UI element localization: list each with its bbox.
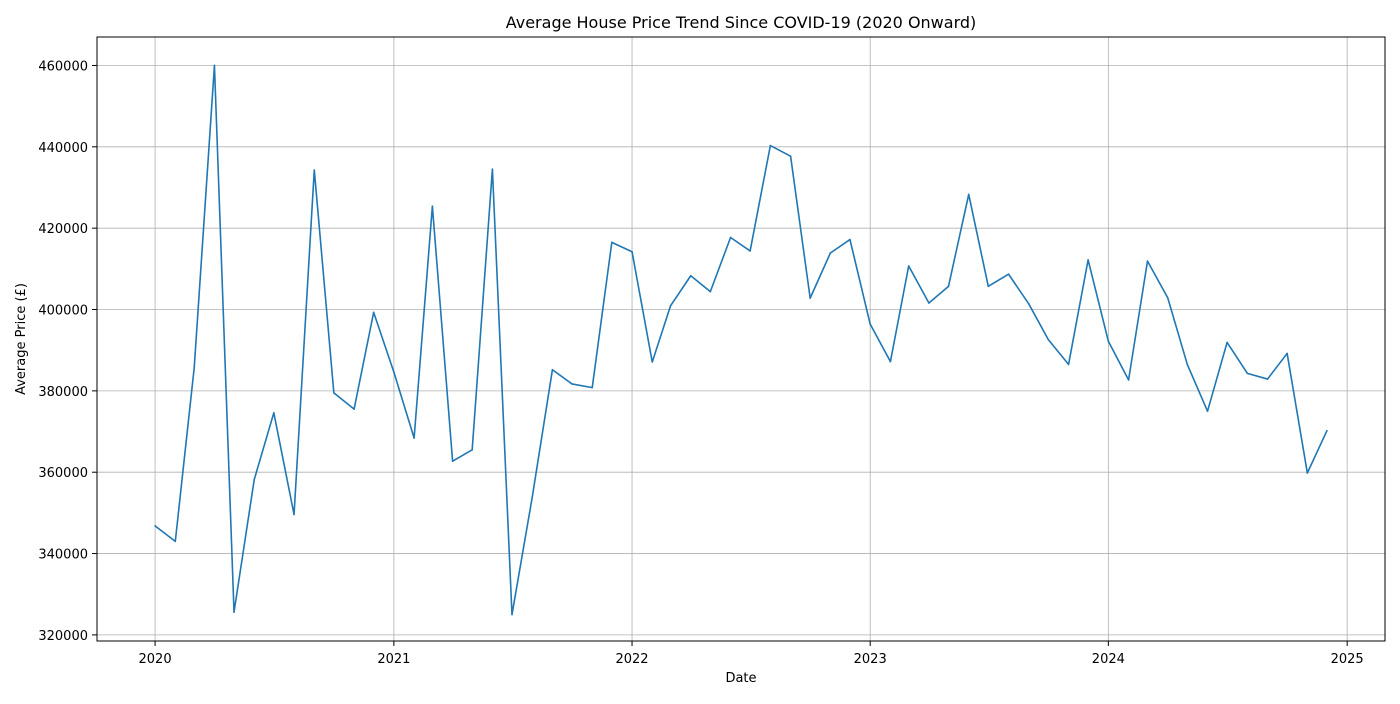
data-point bbox=[651, 361, 654, 363]
data-point bbox=[213, 64, 216, 67]
x-tick-label: 2020 bbox=[139, 652, 172, 667]
price-series-line bbox=[154, 64, 1328, 616]
data-point bbox=[729, 236, 732, 239]
data-point bbox=[451, 460, 454, 463]
data-point bbox=[571, 383, 573, 385]
data-point bbox=[928, 302, 930, 304]
data-point bbox=[1027, 303, 1030, 305]
data-point bbox=[1067, 363, 1070, 366]
data-point bbox=[233, 611, 235, 613]
data-point bbox=[1206, 410, 1209, 413]
x-axis-label: Date bbox=[725, 671, 756, 686]
data-point bbox=[1127, 379, 1130, 381]
data-point bbox=[1246, 372, 1249, 375]
data-point bbox=[1047, 338, 1050, 341]
data-point bbox=[1186, 363, 1189, 366]
data-point bbox=[1326, 429, 1328, 432]
y-tick-label: 440000 bbox=[38, 141, 88, 156]
x-tick-label: 2021 bbox=[377, 652, 410, 667]
data-point bbox=[253, 478, 256, 481]
x-tick-label: 2023 bbox=[854, 652, 887, 667]
data-point bbox=[372, 311, 375, 314]
data-point bbox=[293, 513, 295, 516]
data-point bbox=[1306, 472, 1309, 474]
data-point bbox=[987, 285, 990, 288]
data-point bbox=[907, 265, 910, 267]
x-tick-label: 2024 bbox=[1092, 652, 1125, 667]
data-point bbox=[1107, 340, 1110, 343]
data-point bbox=[1146, 260, 1149, 262]
x-tick-label: 2022 bbox=[615, 652, 648, 667]
data-point bbox=[591, 386, 594, 389]
data-point bbox=[393, 371, 395, 373]
data-point bbox=[749, 250, 751, 252]
grid bbox=[97, 37, 1385, 641]
data-point bbox=[471, 449, 473, 451]
plot-background bbox=[97, 37, 1385, 641]
data-point bbox=[413, 437, 415, 439]
data-point bbox=[889, 360, 892, 363]
chart-title: Average House Price Trend Since COVID-19… bbox=[506, 13, 977, 32]
data-point bbox=[1286, 352, 1288, 355]
y-tick-label: 420000 bbox=[38, 222, 88, 237]
data-point bbox=[531, 496, 534, 499]
data-point bbox=[709, 290, 712, 293]
data-point bbox=[967, 193, 970, 196]
data-point bbox=[1166, 296, 1169, 299]
data-point bbox=[1087, 259, 1089, 261]
y-tick-label: 340000 bbox=[38, 548, 88, 563]
data-point bbox=[154, 525, 156, 527]
data-point bbox=[353, 408, 355, 410]
y-tick-label: 380000 bbox=[38, 385, 88, 400]
data-point bbox=[1007, 273, 1010, 275]
data-point bbox=[333, 392, 335, 394]
y-tick-label: 320000 bbox=[38, 629, 88, 644]
data-point bbox=[769, 144, 772, 147]
data-point bbox=[511, 613, 513, 616]
y-axis-label: Average Price (£) bbox=[14, 283, 29, 395]
data-point bbox=[689, 274, 692, 277]
data-point bbox=[174, 540, 177, 543]
data-point bbox=[551, 368, 554, 371]
x-axis: 2020 2021 2022 2023 2024 2025 bbox=[139, 641, 1364, 667]
data-point bbox=[193, 366, 196, 369]
data-point bbox=[849, 238, 851, 241]
data-point bbox=[313, 169, 316, 171]
data-point bbox=[669, 305, 672, 307]
x-tick-label: 2025 bbox=[1331, 652, 1364, 667]
data-point bbox=[809, 297, 811, 299]
y-axis: 320000 340000 360000 380000 400000 420000 4400… bbox=[38, 59, 97, 644]
data-point bbox=[789, 155, 792, 157]
data-point bbox=[611, 241, 613, 244]
data-point bbox=[273, 412, 275, 414]
data-point bbox=[1266, 378, 1269, 380]
y-tick-label: 360000 bbox=[38, 466, 88, 481]
data-point bbox=[869, 323, 871, 325]
plot-frame bbox=[96, 36, 1386, 642]
data-point bbox=[1226, 341, 1228, 344]
data-point bbox=[631, 250, 633, 253]
data-point bbox=[491, 168, 494, 170]
data-point bbox=[431, 205, 434, 207]
data-point bbox=[947, 285, 950, 288]
data-series bbox=[154, 64, 1328, 616]
data-point bbox=[829, 252, 832, 254]
y-tick-label: 460000 bbox=[38, 59, 88, 74]
y-tick-label: 400000 bbox=[38, 304, 88, 319]
